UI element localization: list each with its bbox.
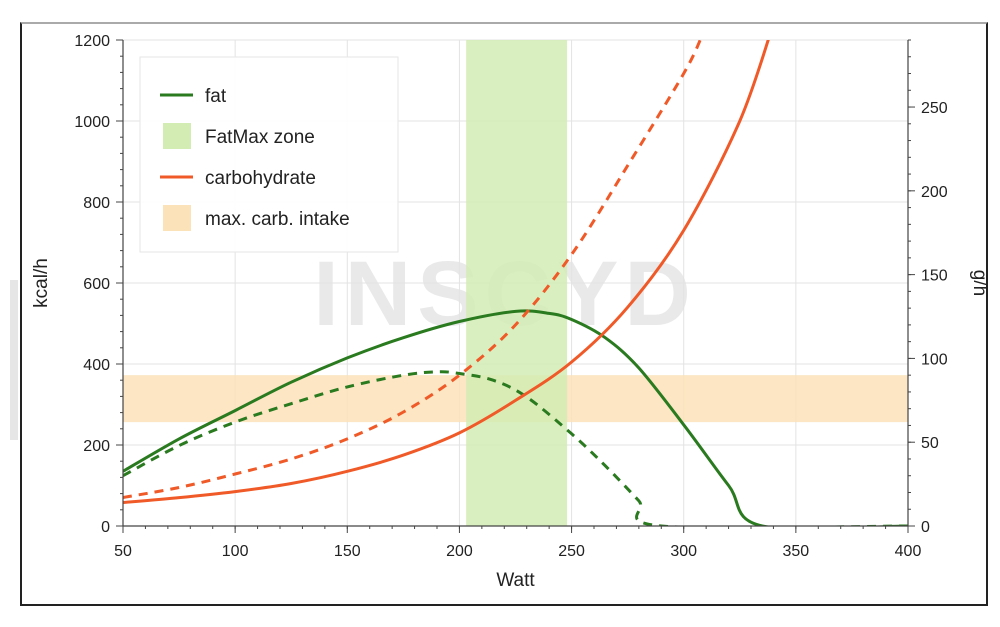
series-line-fat: [123, 309, 908, 526]
x-tick-label: 200: [446, 543, 473, 560]
y-tick-label: 200: [83, 438, 110, 455]
y2-tick-label: 50: [921, 435, 939, 452]
y-tick-label: 400: [83, 357, 110, 374]
y-tick-label: 1200: [74, 33, 110, 50]
y-tick-label: 1000: [74, 114, 110, 131]
y-tick-label: 600: [83, 276, 110, 293]
y2-tick-label: 200: [921, 184, 948, 201]
x-tick-label: 100: [222, 543, 249, 560]
x-tick-label: 300: [670, 543, 697, 560]
x-tick-label: 350: [783, 543, 810, 560]
y2-axis-title: g/h: [969, 270, 990, 296]
legend-swatch-box: [163, 123, 191, 149]
series-line-fat-g-h: [123, 370, 908, 526]
legend-swatch-box: [163, 205, 191, 231]
legend-label: carbohydrate: [205, 168, 316, 189]
fatmax-zone-band: [466, 40, 568, 526]
y2-tick-label: 150: [921, 268, 948, 285]
x-tick-label: 400: [895, 543, 922, 560]
y2-tick-label: 250: [921, 100, 948, 117]
series-line-carbohydrate-g-h: [123, 40, 702, 499]
x-tick-label: 150: [334, 543, 361, 560]
y2-tick-label: 100: [921, 351, 948, 368]
legend-label: FatMax zone: [205, 127, 315, 148]
y2-tick-label: 0: [921, 519, 930, 536]
x-tick-label: 50: [114, 543, 132, 560]
y-axis-title: kcal/h: [31, 258, 52, 308]
x-tick-label: 250: [558, 543, 585, 560]
series-line-carbohydrate: [123, 40, 770, 504]
x-axis-title: Watt: [496, 570, 535, 591]
y-tick-label: 0: [101, 519, 110, 536]
left-shadow: [10, 280, 18, 440]
legend-label: fat: [205, 86, 227, 107]
y-tick-label: 800: [83, 195, 110, 212]
legend-label: max. carb. intake: [205, 209, 350, 230]
